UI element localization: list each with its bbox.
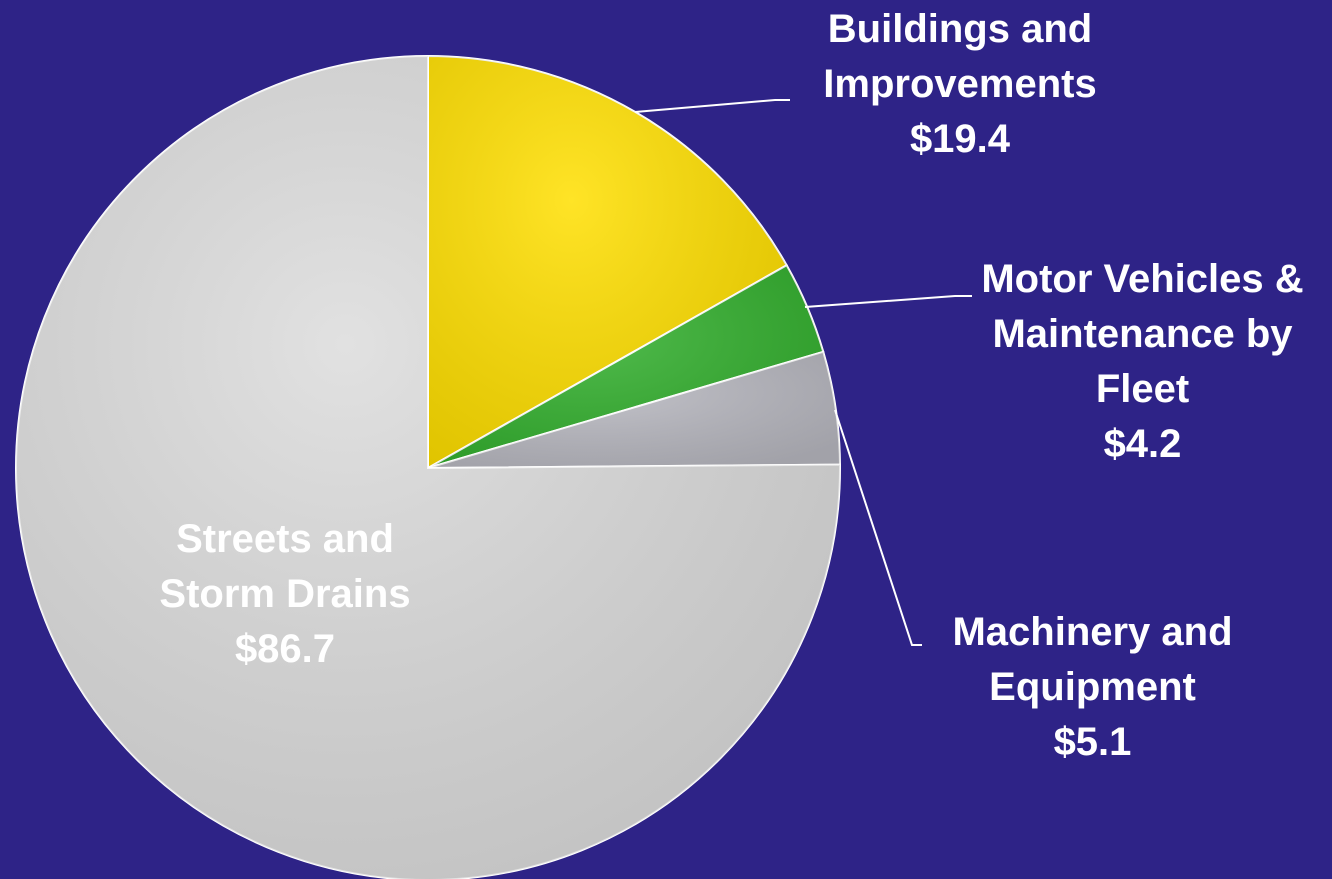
slice-label: Buildings and Improvements $19.4 — [790, 2, 1130, 167]
category-label: Machinery and Equipment — [952, 610, 1233, 709]
slice-shade — [428, 351, 840, 468]
slice-label: Streets and Storm Drains $86.7 — [120, 512, 450, 677]
value-label: $4.2 — [1103, 422, 1182, 466]
value-label: $5.1 — [1053, 720, 1132, 764]
category-label: Motor Vehicles & Maintenance by Fleet — [981, 257, 1304, 411]
slice-shade — [16, 56, 840, 879]
leader-line — [834, 409, 922, 646]
slice-label: Motor Vehicles & Maintenance by Fleet $4.… — [970, 252, 1315, 472]
category-label: Buildings and Improvements — [823, 7, 1097, 106]
value-label: $19.4 — [909, 117, 1011, 161]
slice-shade — [428, 56, 787, 468]
slices — [15, 54, 841, 879]
value-label: $86.7 — [234, 627, 336, 671]
slice-label: Machinery and Equipment $5.1 — [920, 605, 1265, 770]
leader-line — [634, 99, 790, 113]
category-label: Streets and Storm Drains — [159, 517, 411, 616]
leader-line — [804, 295, 972, 308]
slice-shade — [428, 265, 824, 468]
